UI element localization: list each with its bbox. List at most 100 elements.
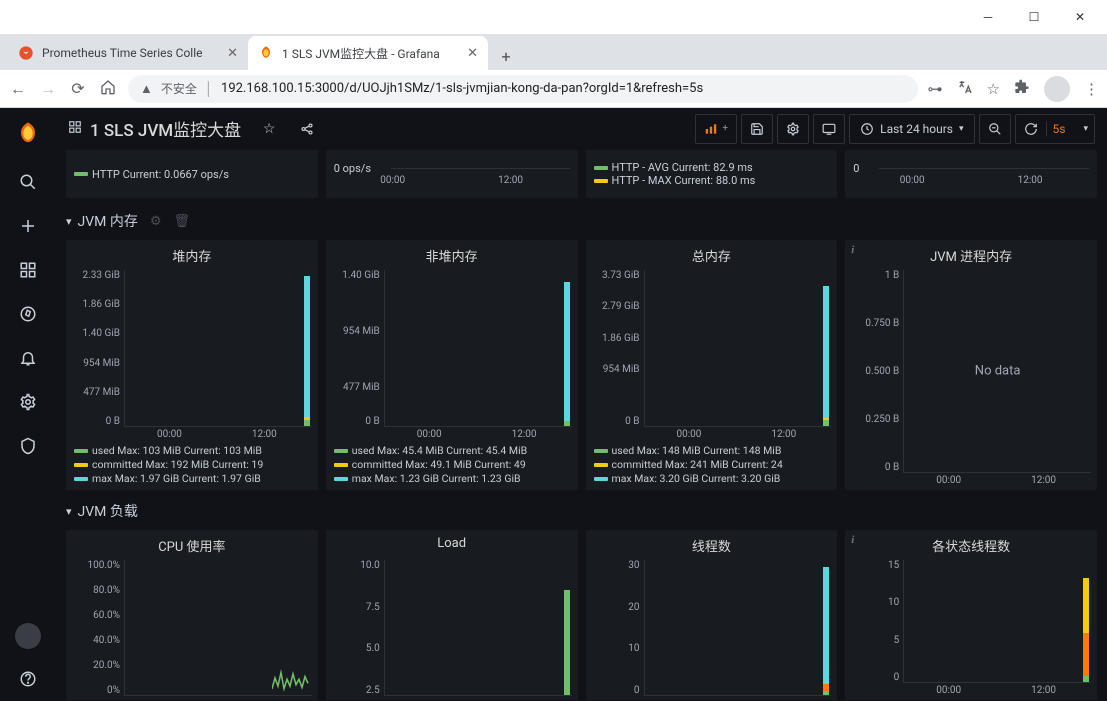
y-axis: 100.0%80.0%60.0%40.0%20.0%0% (72, 560, 124, 696)
gear-icon[interactable]: ⚙ (150, 214, 162, 229)
time-range-picker[interactable]: Last 24 hours ▾ (849, 114, 974, 144)
grafana-icon (258, 45, 274, 61)
chart-panel[interactable]: 非堆内存1.40 GiB954 MiB477 MiB0 B00:0012:00u… (326, 240, 578, 490)
panel-title: 总内存 (586, 246, 838, 266)
browser-tabstrip: Prometheus Time Series Colle ✕ 1 SLS JVM… (0, 34, 1107, 70)
star-icon[interactable]: ☆ (253, 116, 285, 142)
chart-panel[interactable]: iJVM 进程内存1 B0.750 B0.500 B0.250 B0 BNo d… (845, 240, 1097, 490)
y-axis: 1.40 GiB954 MiB477 MiB0 B (332, 270, 384, 427)
bookmark-star-icon[interactable]: ☆ (987, 80, 1000, 98)
panel-title: 非堆内存 (326, 246, 578, 266)
key-icon[interactable]: ⊶ (928, 80, 943, 98)
dashboard-content: HTTP Current: 0.0667 ops/s 0 ops/s 00:00… (56, 150, 1107, 701)
help-icon[interactable] (18, 669, 38, 689)
menu-icon[interactable]: ⋮ (1084, 80, 1099, 98)
tab-close-icon[interactable]: ✕ (467, 46, 478, 61)
browser-tab[interactable]: Prometheus Time Series Colle ✕ (8, 36, 248, 70)
tab-title: Prometheus Time Series Colle (42, 46, 219, 60)
alerting-icon[interactable] (18, 348, 38, 368)
panel-fragment[interactable]: 0 ops/s 00:0012:00 (326, 150, 578, 198)
window-maximize[interactable]: ☐ (1011, 2, 1057, 32)
tab-close-icon[interactable]: ✕ (227, 46, 238, 61)
panel-title: Load (326, 536, 578, 556)
chart-panel[interactable]: 堆内存 2.33 GiB1.86 GiB1.40 GiB954 MiB477 Mi… (66, 240, 318, 490)
y-axis: 3020100 (592, 560, 644, 696)
browser-tab[interactable]: 1 SLS JVM监控大盘 - Grafana ✕ (248, 36, 488, 70)
extensions-icon[interactable] (1014, 79, 1030, 99)
panel-fragment[interactable]: HTTP - AVG Current: 82.9 ms HTTP - MAX C… (586, 150, 838, 198)
time-range-label: Last 24 hours (880, 122, 953, 136)
explore-icon[interactable] (18, 304, 38, 324)
info-icon[interactable]: i (851, 244, 854, 256)
x-axis: 00:0012:00 (845, 683, 1097, 696)
home-icon[interactable] (98, 79, 118, 99)
legend-swatch (74, 172, 88, 176)
tv-mode-button[interactable] (813, 114, 845, 144)
settings-button[interactable] (777, 114, 809, 144)
window-minimize[interactable]: ─ (965, 2, 1011, 32)
add-panel-button[interactable]: + (695, 114, 737, 144)
y-axis: 2.33 GiB1.86 GiB1.40 GiB954 MiB477 MiB0 … (72, 270, 124, 427)
chart-panel[interactable]: 线程数 3020100 (586, 530, 838, 700)
dashboard-topbar: 1 SLS JVM监控大盘 ☆ + Last 24 hours ▾ 5s (56, 108, 1107, 150)
refresh-button[interactable]: 5s ▾ (1015, 114, 1095, 144)
trash-icon[interactable]: 🗑 (174, 214, 191, 229)
chart-panel[interactable]: 总内存3.73 GiB2.79 GiB1.86 GiB954 MiB0 B00:… (586, 240, 838, 490)
refresh-interval: 5s (1046, 122, 1072, 136)
profile-avatar[interactable] (1044, 76, 1070, 102)
security-warning-icon: ▲ (140, 81, 153, 97)
dashboards-icon[interactable] (18, 260, 38, 280)
prometheus-icon (18, 45, 34, 61)
chart-plot (124, 270, 312, 427)
chevron-down-icon: ▾ (959, 124, 964, 134)
window-close[interactable]: ✕ (1057, 2, 1103, 32)
row-title: JVM 内存 (78, 211, 138, 231)
chart-plot (644, 560, 832, 696)
chart-plot (644, 270, 832, 427)
back-icon[interactable]: ← (8, 79, 28, 99)
info-icon[interactable]: i (851, 534, 854, 546)
new-tab-button[interactable]: + (492, 42, 520, 70)
chart-panel[interactable]: i各状态线程数15105000:0012:00 (845, 530, 1097, 700)
x-axis: 00:0012:00 (326, 427, 578, 440)
grafana-app: 1 SLS JVM监控大盘 ☆ + Last 24 hours ▾ 5s (0, 108, 1107, 701)
row-header[interactable]: ▾ JVM 负载 (66, 496, 1097, 526)
chart-panel[interactable]: Load 10.07.55.02.5 (326, 530, 578, 700)
zoom-out-button[interactable] (979, 114, 1011, 144)
forward-icon[interactable]: → (38, 79, 58, 99)
save-button[interactable] (741, 114, 773, 144)
row-title: JVM 负载 (78, 501, 138, 521)
search-icon[interactable] (18, 172, 38, 192)
reload-icon[interactable]: ⟳ (68, 79, 88, 98)
x-axis: 00:0012:00 (66, 427, 318, 440)
chart-plot (384, 270, 572, 427)
translate-icon[interactable] (957, 79, 973, 99)
chevron-down-icon: ▾ (66, 505, 72, 518)
y-axis: 10.07.55.02.5 (332, 560, 384, 696)
panel-fragment[interactable]: HTTP Current: 0.0667 ops/s (66, 150, 318, 198)
grafana-logo[interactable] (14, 120, 42, 148)
url-text: 192.168.100.15:3000/d/UOJjh1SMz/1-sls-jv… (221, 81, 703, 96)
row-header[interactable]: ▾ JVM 内存 ⚙ 🗑 (66, 206, 1097, 236)
create-icon[interactable] (18, 216, 38, 236)
chart-panel[interactable]: CPU 使用率 100.0%80.0%60.0%40.0%20.0%0% (66, 530, 318, 700)
panel-title: 堆内存 (66, 246, 318, 266)
user-avatar[interactable] (15, 623, 41, 649)
window-titlebar: ─ ☐ ✕ (0, 0, 1107, 34)
url-field[interactable]: ▲ 不安全 │ 192.168.100.15:3000/d/UOJjh1SMz/… (128, 75, 918, 103)
configuration-icon[interactable] (18, 392, 38, 412)
panel-fragment[interactable]: 0 00:0012:00 (845, 150, 1097, 198)
main-content: 1 SLS JVM监控大盘 ☆ + Last 24 hours ▾ 5s (56, 108, 1107, 701)
panel-title: 线程数 (586, 536, 838, 556)
share-icon[interactable] (291, 116, 323, 142)
server-admin-icon[interactable] (18, 436, 38, 456)
panel-legend: used Max: 148 MiB Current: 148 MiBcommit… (586, 440, 838, 486)
dashboards-crumb-icon[interactable] (68, 120, 82, 138)
chart-plot (903, 560, 1091, 683)
tab-title: 1 SLS JVM监控大盘 - Grafana (282, 45, 459, 62)
browser-address-bar: ← → ⟳ ▲ 不安全 │ 192.168.100.15:3000/d/UOJj… (0, 70, 1107, 108)
sidebar (0, 108, 56, 701)
y-axis: 1 B0.750 B0.500 B0.250 B0 B (851, 270, 903, 473)
x-axis: 00:0012:00 (845, 473, 1097, 486)
panel-title: CPU 使用率 (66, 536, 318, 556)
